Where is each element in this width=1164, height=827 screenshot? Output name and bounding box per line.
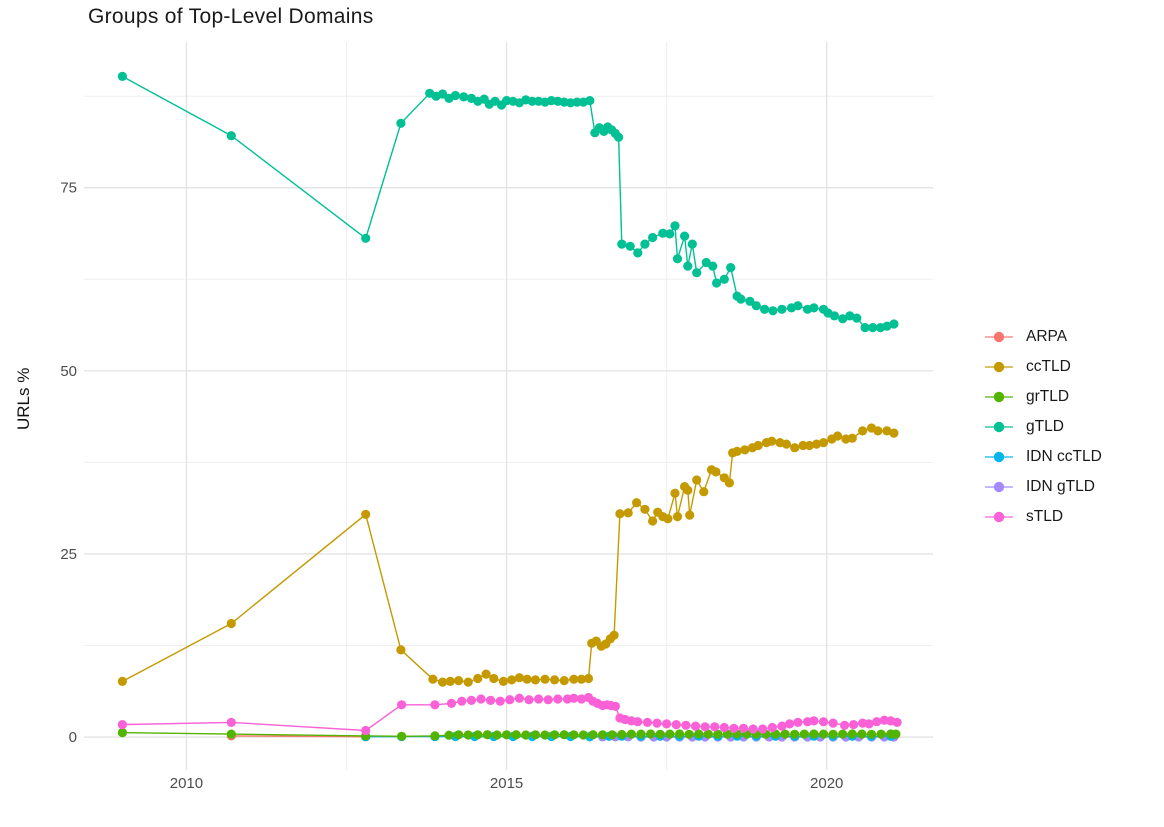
legend-item-grTLD: grTLD [984,382,1102,412]
legend-key-icon [985,451,1013,463]
legend-item-IDN-ccTLD: IDN ccTLD [984,442,1102,472]
series-line [231,735,366,738]
legend-key-icon [985,331,1013,343]
series-line [122,75,895,329]
legend-item-ccTLD: ccTLD [984,352,1102,382]
legend-item-gTLD: gTLD [984,412,1102,442]
y-tick-label: 25 [60,546,77,563]
series-sTLD [117,692,902,736]
gridlines [84,42,933,770]
series-line [122,427,895,683]
legend-item-IDN-gTLD: IDN gTLD [984,472,1102,502]
legend-key-icon [985,361,1013,373]
legend-label: sTLD [1026,508,1064,525]
legend-label: ARPA [1026,328,1068,345]
series-ccTLD [117,423,899,687]
legend-label: IDN gTLD [1026,478,1095,495]
legend: ARPA ccTLD grTLD gTLD IDN ccTLD IDN gTLD sTLD [984,322,1102,532]
legend-item-ARPA: ARPA [984,322,1102,352]
chart-title: Groups of Top-Level Domains [88,5,374,28]
legend-key-icon [985,391,1013,403]
y-tick-label: 75 [60,180,77,197]
x-tick-label: 2020 [810,775,843,792]
legend-item-sTLD: sTLD [984,502,1102,532]
y-tick-label: 50 [60,363,77,380]
legend-key-icon [985,481,1013,493]
legend-label: grTLD [1026,388,1070,405]
y-tick-label: 0 [69,729,77,746]
legend-label: gTLD [1026,418,1064,435]
series-gTLD [117,71,899,333]
x-tick-label: 2015 [490,775,523,792]
legend-key-icon [985,421,1013,433]
legend-label: ccTLD [1026,358,1071,375]
legend-key-icon [985,511,1013,523]
axis-tick-labels: 0 25 50 75 2010 2015 2020 [60,180,843,792]
legend-label: IDN ccTLD [1026,448,1102,465]
x-tick-label: 2010 [170,775,203,792]
